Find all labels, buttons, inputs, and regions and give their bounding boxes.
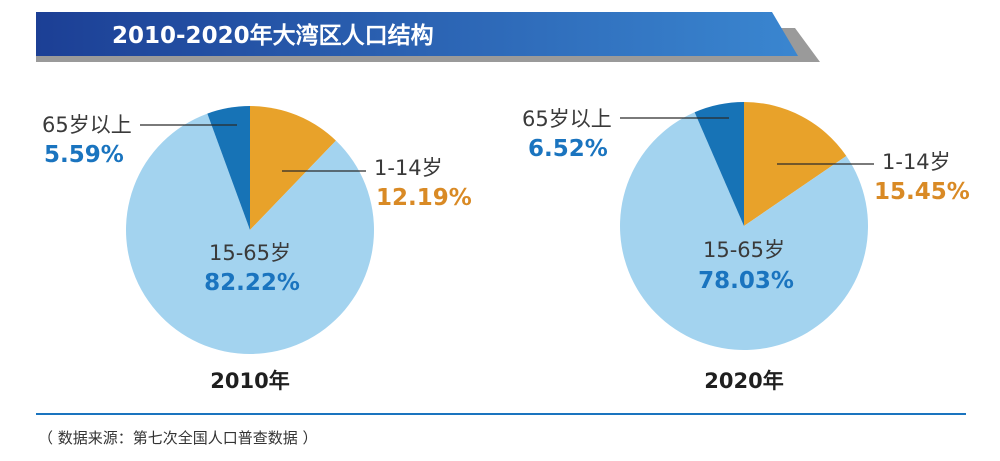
year-label-2020: 2020年 [704, 369, 783, 393]
pie-slice-aged-15-65 [126, 113, 375, 355]
year-label-2010: 2010年 [210, 369, 289, 393]
value-label-aged-1-14: 15.45% [874, 179, 970, 205]
pie-slice-aged-65-plus [207, 106, 250, 230]
pie-slice-aged-15-65 [620, 112, 869, 350]
category-label-aged-15-65: 15-65岁 [209, 241, 291, 265]
value-label-aged-1-14: 12.19% [376, 185, 472, 211]
source-note: （ 数据来源：第七次全国人口普查数据 ） [38, 429, 318, 447]
category-label-aged-1-14: 1-14岁 [882, 150, 951, 174]
category-label-aged-1-14: 1-14岁 [374, 156, 443, 180]
pie-chart-2020: 1-14岁 15.45% 15-65岁 78.03% 65岁以上 6.52% [522, 101, 970, 350]
title-banner: 2010-2020年大湾区人口结构 [36, 12, 820, 62]
value-label-aged-65-plus: 5.59% [44, 142, 124, 168]
chart-title: 2010-2020年大湾区人口结构 [112, 22, 434, 49]
category-label-aged-15-65: 15-65岁 [703, 238, 785, 262]
value-label-aged-65-plus: 6.52% [528, 136, 608, 162]
pie-slice-aged-1-14 [250, 106, 336, 230]
value-label-aged-15-65: 78.03% [698, 268, 794, 294]
pie-slice-aged-65-plus [694, 102, 744, 226]
value-label-aged-15-65: 82.22% [204, 270, 300, 296]
category-label-aged-65-plus: 65岁以上 [522, 107, 612, 131]
title-banner-background [36, 12, 798, 56]
category-label-aged-65-plus: 65岁以上 [42, 113, 132, 137]
pie-chart-2010: 1-14岁 12.19% 15-65岁 82.22% 65岁以上 5.59% [42, 106, 472, 355]
